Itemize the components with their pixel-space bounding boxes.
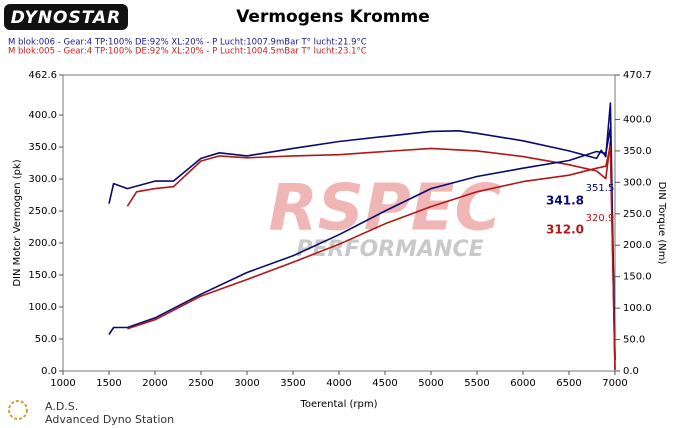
- y-tick-label: 200.0: [28, 238, 57, 249]
- y2-tick-label: 470.7: [623, 70, 652, 81]
- x-tick-label: 4000: [326, 378, 351, 389]
- x-tick-label: 1500: [96, 378, 121, 389]
- x-tick-label: 3500: [280, 378, 305, 389]
- x-tick-label: 3000: [234, 378, 259, 389]
- y2-tick-label: 400.0: [623, 114, 652, 125]
- annotation: 312.0: [546, 223, 584, 237]
- y-tick-label: 400.0: [28, 110, 57, 121]
- y2-tick-label: 350.0: [623, 146, 652, 157]
- info-line: M blok:005 - Gear:4 TP:100% DE:92% XL:20…: [8, 47, 367, 57]
- y2-axis-label: DIN Torque (Nm): [656, 182, 667, 265]
- y2-tick-label: 0.0: [623, 366, 639, 377]
- y2-tick-label: 250.0: [623, 209, 652, 220]
- watermark: RSPEC PERFORMANCE: [269, 172, 502, 262]
- series-line: [127, 145, 616, 370]
- footer-text: Advanced Dyno Station: [45, 413, 174, 426]
- y-tick-label: 150.0: [28, 270, 57, 281]
- x-tick-label: 5000: [418, 378, 443, 389]
- annotation: 351.5: [586, 183, 615, 194]
- y-tick-label: 350.0: [28, 142, 57, 153]
- y2-tick-label: 50.0: [623, 335, 645, 346]
- x-axis-label: Toerental (rpm): [299, 399, 377, 410]
- x-tick-label: 6000: [510, 378, 535, 389]
- y-tick-label: 300.0: [28, 174, 57, 185]
- y2-tick-label: 150.0: [623, 272, 652, 283]
- logo-box: [4, 4, 128, 30]
- y-tick-label: 100.0: [28, 302, 57, 313]
- x-tick-label: 7000: [602, 378, 627, 389]
- watermark-text: RSPEC: [269, 172, 502, 246]
- footer-text: A.D.S.: [45, 400, 78, 413]
- annotation: 320.9: [586, 213, 615, 224]
- plot-frame: [62, 74, 616, 372]
- chart-title: Vermogens Kromme: [236, 7, 430, 27]
- series-line: [126, 140, 616, 370]
- y-tick-label: 0.0: [41, 366, 57, 377]
- x-tick-label: 2000: [142, 378, 167, 389]
- logo: DYNOSTAR: [11, 8, 122, 28]
- y2-tick-label: 300.0: [623, 177, 652, 188]
- annotation: 341.8: [546, 194, 584, 208]
- series-line: [108, 127, 616, 361]
- x-tick-label: 5500: [464, 378, 489, 389]
- y2-tick-label: 100.0: [623, 303, 652, 314]
- y-tick-label: 250.0: [28, 206, 57, 217]
- footer-logo: [8, 400, 28, 420]
- x-tick-label: 6500: [556, 378, 581, 389]
- x-tick-label: 4500: [372, 378, 397, 389]
- info-line: M blok:006 - Gear:4 TP:100% DE:92% XL:20…: [8, 38, 367, 48]
- y2-tick-label: 200.0: [623, 240, 652, 251]
- y-tick-label: 50.0: [35, 334, 57, 345]
- y-axis-label: DIN Motor Vermogen (pk): [12, 159, 23, 286]
- x-tick-label: 1000: [50, 378, 75, 389]
- y-tick-label: 462.6: [28, 70, 57, 81]
- series-line: [108, 102, 616, 360]
- x-tick-label: 2500: [188, 378, 213, 389]
